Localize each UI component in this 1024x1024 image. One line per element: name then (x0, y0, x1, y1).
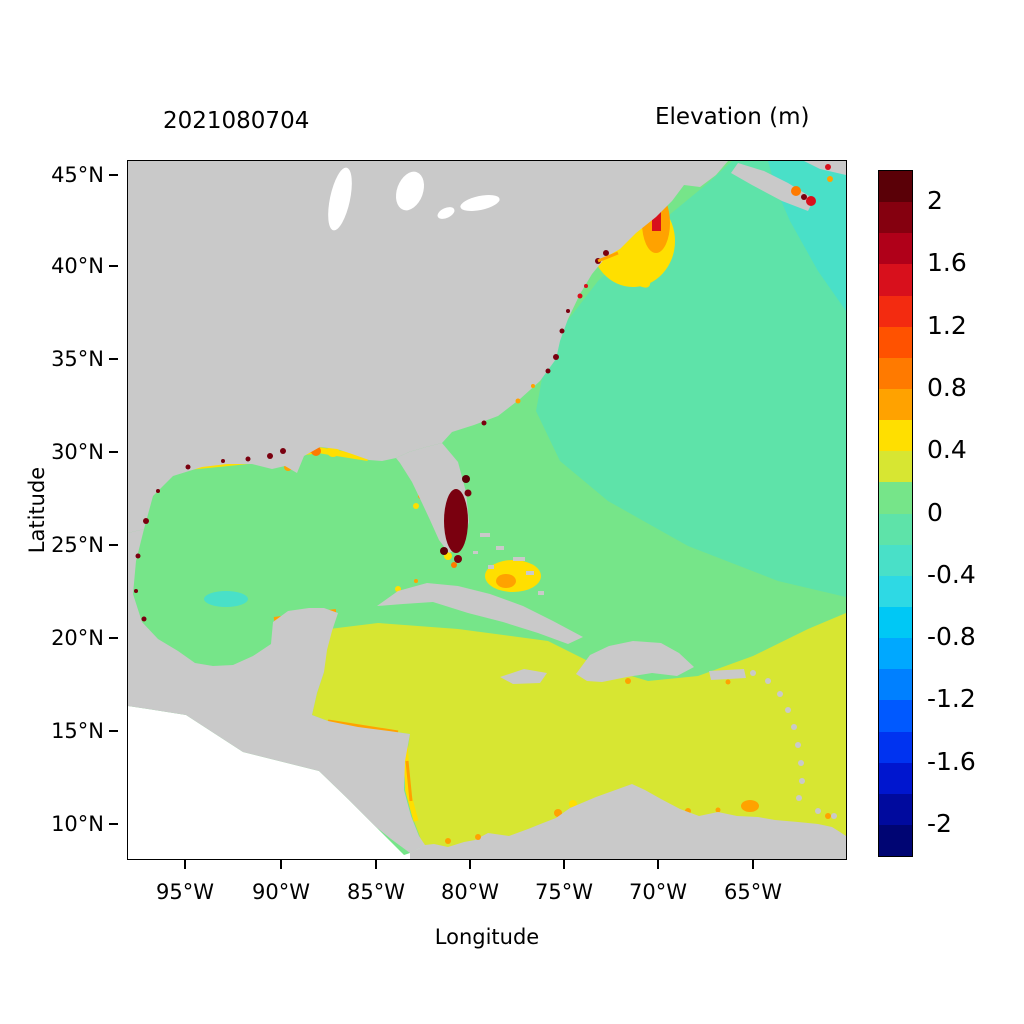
x-tick-mark (184, 860, 186, 869)
land-mexico-central-america (128, 529, 425, 853)
colorbar-segment (879, 669, 912, 701)
y-tick-label: 10°N (51, 812, 104, 836)
y-tick-label: 35°N (51, 347, 104, 371)
land-south-america (410, 784, 846, 859)
x-tick-label: 80°W (441, 880, 499, 904)
colorbar-segment (879, 233, 912, 265)
colorbar-tick-label: -0.8 (927, 622, 976, 652)
land-jamaica (500, 669, 547, 684)
colorbar-tick-label: -1.2 (927, 684, 976, 714)
surge-island-coast-dots (445, 678, 731, 844)
surge-us-east-coast-specks (481, 250, 619, 426)
surge-bahamas-patch (485, 560, 541, 592)
colorbar-segment (879, 731, 912, 763)
x-tick-label: 65°W (724, 880, 782, 904)
great-lakes (328, 167, 500, 231)
colorbar-segment (879, 202, 912, 234)
colorbar-segment (879, 700, 912, 732)
y-tick-label: 40°N (51, 254, 104, 278)
x-tick-label: 85°W (347, 880, 405, 904)
y-tick-label: 15°N (51, 719, 104, 743)
y-tick-label: 45°N (51, 163, 104, 187)
x-tick-mark (657, 860, 659, 869)
colorbar-tick-label: -1.6 (927, 746, 976, 776)
y-tick-mark (109, 451, 118, 453)
y-tick-mark (109, 730, 118, 732)
x-tick-label: 90°W (252, 880, 310, 904)
y-tick-mark (109, 265, 118, 267)
surge-nova-scotia-tip (791, 164, 833, 206)
colorbar-segment (879, 388, 912, 421)
colorbar-tick-label: 1.2 (927, 310, 967, 340)
colorbar (878, 170, 913, 857)
plot-title-datetime: 2021080704 (163, 108, 310, 134)
colorbar-tick-label: 1.6 (927, 248, 967, 278)
colorbar-segment (879, 451, 912, 483)
x-tick-mark (469, 860, 471, 869)
x-tick-label: 70°W (629, 880, 687, 904)
colorbar-segment (879, 326, 912, 358)
colorbar-segment (879, 575, 912, 607)
x-tick-mark (280, 860, 282, 869)
colorbar-tick-label: 2 (927, 186, 943, 216)
map-panel (127, 160, 847, 860)
colorbar-tick-label: 0.4 (927, 435, 967, 465)
land-lesser-antilles (750, 670, 837, 819)
colorbar-tick-label: -2 (927, 808, 952, 838)
land-north-us-canada (128, 161, 728, 432)
colorbar-segment (879, 606, 912, 639)
land-gulf-coast-band (128, 432, 452, 533)
colorbar-tick-label: 0.8 (927, 372, 967, 402)
y-tick-mark (109, 544, 118, 546)
y-tick-mark (109, 637, 118, 639)
land-nova-scotia (731, 163, 814, 211)
x-axis-label: Longitude (434, 925, 540, 949)
colorbar-segment (879, 295, 912, 327)
x-tick-mark (752, 860, 754, 869)
colorbar-tick-label: -0.4 (927, 559, 976, 589)
ocean-campeche-cold-sliver (204, 591, 248, 607)
colorbar-segment (879, 482, 912, 514)
colorbar-segment (879, 420, 912, 452)
y-tick-mark (109, 823, 118, 825)
colorbar-segment (879, 171, 912, 203)
pacific-no-data (128, 706, 428, 859)
colorbar-segment (879, 513, 912, 545)
y-tick-mark (109, 358, 118, 360)
colorbar-segment (879, 762, 912, 794)
surge-central-america-coast (327, 719, 419, 822)
x-tick-mark (375, 860, 377, 869)
y-tick-label: 25°N (51, 533, 104, 557)
elevation-map (128, 161, 846, 859)
colorbar-segment (879, 793, 912, 825)
y-tick-label: 30°N (51, 440, 104, 464)
colorbar-segment (879, 544, 912, 576)
surge-gulf-darkred-specks (134, 448, 286, 622)
land-bahamas (473, 533, 544, 595)
colorbar-title: Elevation (m) (655, 104, 810, 130)
x-tick-label: 75°W (535, 880, 593, 904)
land-topright-corner (804, 161, 846, 175)
land-cuba (377, 583, 583, 644)
x-tick-label: 95°W (156, 880, 214, 904)
y-tick-label: 20°N (51, 626, 104, 650)
colorbar-segment (879, 264, 912, 296)
land-hispaniola (576, 641, 694, 682)
surge-cuba-north (395, 579, 418, 592)
colorbar-segment (879, 357, 912, 389)
x-tick-mark (563, 860, 565, 869)
colorbar-segment (879, 638, 912, 670)
land-puerto-rico (709, 669, 746, 680)
surge-florida-darkred-cluster (440, 475, 472, 568)
y-tick-mark (109, 174, 118, 176)
colorbar-tick-label: 0 (927, 497, 943, 527)
colorbar-segment (879, 824, 912, 857)
